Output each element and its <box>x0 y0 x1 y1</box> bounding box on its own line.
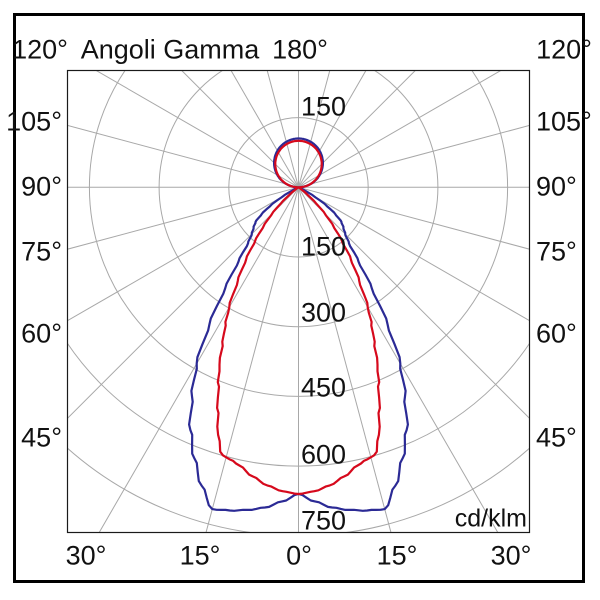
grid-ring-750 <box>67 447 530 533</box>
angle-label-bottom-30-left: 30° <box>65 540 107 571</box>
angle-label-right-90: 90° <box>536 171 577 202</box>
grid-ray-285 <box>67 186 299 250</box>
angle-label-180: 180° <box>272 34 328 65</box>
grid-ray-330 <box>98 187 299 533</box>
angle-label-right-45: 45° <box>536 422 577 453</box>
ring-label-150-upper: 150 <box>301 91 347 122</box>
grid-ray-315 <box>67 186 299 420</box>
angle-label-left-90: 90° <box>21 171 62 202</box>
ring-label-750: 750 <box>301 505 347 536</box>
unit-label: cd/klm <box>454 504 527 533</box>
grid-ray-105 <box>298 124 530 188</box>
grid-ray-15 <box>298 187 392 533</box>
angle-label-bottom-15-right: 15° <box>376 540 418 571</box>
angle-label-120-top-right: 120° <box>536 34 592 65</box>
grid-ray-255 <box>67 124 299 188</box>
angle-label-left-105: 105° <box>6 106 62 137</box>
chart-title: Angoli Gamma <box>80 34 260 65</box>
ring-label-300: 300 <box>301 297 347 328</box>
grid-ray-135 <box>298 70 417 188</box>
ring-label-450: 450 <box>301 372 347 403</box>
grid-ray-210 <box>230 70 299 188</box>
grid-ray-120 <box>298 70 503 188</box>
angle-label-120-top-left: 120° <box>12 34 68 65</box>
angle-label-bottom-15-left: 15° <box>179 540 221 571</box>
angle-label-left-45: 45° <box>21 422 62 453</box>
angle-label-bottom-0: 0° <box>286 540 312 571</box>
grid-ray-225 <box>180 70 299 188</box>
grid-ray-60 <box>298 186 530 322</box>
ring-label-150: 150 <box>301 231 347 262</box>
grid-ray-75 <box>298 186 530 250</box>
angle-label-left-75: 75° <box>21 236 62 267</box>
curve-red <box>216 139 381 496</box>
plot-border <box>66 69 531 534</box>
angle-label-right-75: 75° <box>536 236 577 267</box>
grid-ray-195 <box>266 70 299 188</box>
grid-ray-30 <box>298 187 499 533</box>
angle-label-right-105: 105° <box>536 106 592 137</box>
grid-ray-345 <box>205 187 299 533</box>
angle-label-left-60: 60° <box>21 318 62 349</box>
grid-ray-300 <box>67 186 299 322</box>
angle-label-right-60: 60° <box>536 318 577 349</box>
ring-label-600: 600 <box>301 439 347 470</box>
angle-label-bottom-30-right: 30° <box>490 540 532 571</box>
grid-ray-45 <box>298 186 530 420</box>
grid-ray-240 <box>94 70 299 188</box>
